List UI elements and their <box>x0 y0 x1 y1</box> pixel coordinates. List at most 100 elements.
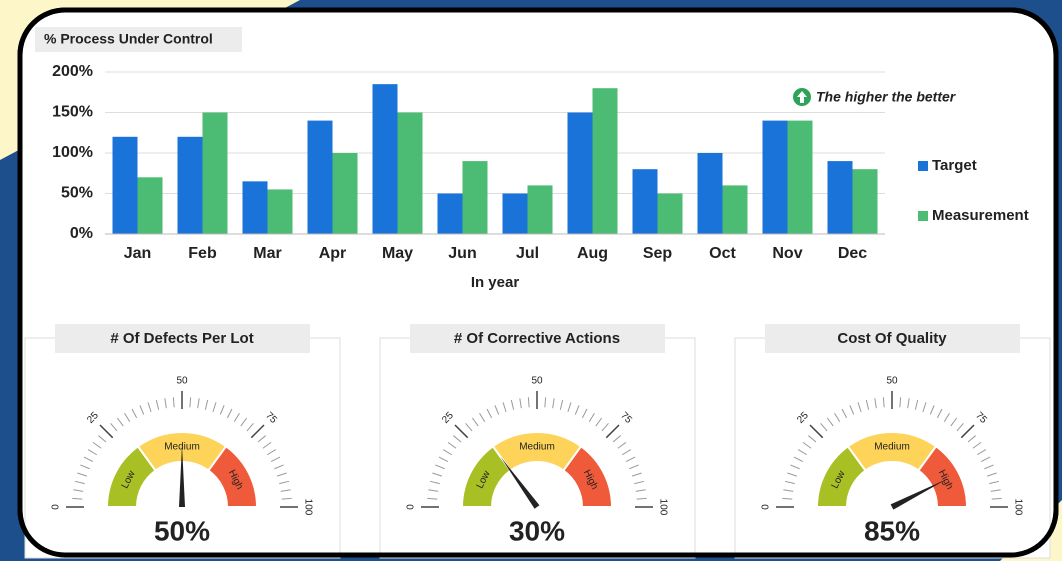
minor-tick <box>204 399 209 410</box>
minor-tick <box>246 423 254 432</box>
minor-tick <box>240 417 248 427</box>
legend-label: Target <box>932 157 977 174</box>
minor-tick <box>588 412 595 422</box>
bar <box>437 193 463 234</box>
bar <box>632 169 658 234</box>
minor-tick <box>882 397 885 408</box>
bar <box>827 161 853 234</box>
gauge-value: 50% <box>154 515 210 546</box>
minor-tick <box>77 472 88 477</box>
minor-tick <box>435 464 445 470</box>
minor-tick <box>865 399 870 410</box>
gauge-value: 30% <box>509 515 565 546</box>
minor-tick <box>972 441 982 449</box>
x-tick-label: Jul <box>516 245 539 262</box>
bar <box>592 88 618 234</box>
bar <box>112 136 138 234</box>
minor-tick <box>116 417 124 427</box>
minor-tick <box>270 456 281 463</box>
minor-tick <box>453 435 462 443</box>
minor-tick <box>808 435 817 443</box>
minor-tick <box>164 398 167 409</box>
tick-mark <box>809 424 824 439</box>
x-tick-label: Jan <box>124 245 152 262</box>
tick-mark <box>605 424 620 439</box>
minor-tick <box>617 441 627 449</box>
minor-tick <box>110 423 118 432</box>
bar <box>462 161 488 234</box>
minor-tick <box>274 464 284 470</box>
minor-tick <box>782 497 793 500</box>
gauge-title-box <box>55 324 310 353</box>
bar <box>372 84 398 235</box>
minor-tick <box>790 464 800 470</box>
gauge-tick-label: 50 <box>531 376 543 387</box>
minor-tick <box>984 464 994 470</box>
minor-tick <box>80 464 90 470</box>
minor-tick <box>636 497 647 500</box>
minor-tick <box>787 472 798 477</box>
minor-tick <box>601 423 609 432</box>
minor-tick <box>429 480 440 485</box>
minor-tick <box>793 456 804 463</box>
minor-tick <box>281 497 292 500</box>
bar <box>697 153 723 234</box>
minor-tick <box>219 405 225 415</box>
minor-tick <box>977 449 987 456</box>
x-tick-label: Oct <box>709 245 736 262</box>
minor-tick <box>784 480 795 485</box>
x-tick-label: May <box>382 245 413 262</box>
minor-tick <box>276 472 287 477</box>
bar <box>307 120 333 234</box>
minor-tick <box>914 399 919 410</box>
minor-tick <box>226 408 233 419</box>
minor-tick <box>447 441 457 449</box>
minor-tick <box>559 399 564 410</box>
minor-tick <box>802 441 812 449</box>
minor-tick <box>74 480 85 485</box>
minor-tick <box>280 489 291 492</box>
minor-tick <box>442 449 452 456</box>
gauge-tick-label: 100 <box>657 499 668 516</box>
gauge-title: Cost Of Quality <box>837 330 947 347</box>
band-label: Medium <box>874 442 910 453</box>
arrow-icon <box>797 91 807 103</box>
minor-tick <box>635 489 646 492</box>
tick-mark <box>250 424 265 439</box>
minor-tick <box>783 489 794 492</box>
minor-tick <box>849 405 855 415</box>
gauge-tick-label: 0 <box>51 504 62 510</box>
minor-tick <box>567 402 572 413</box>
x-tick-label: Nov <box>772 245 802 262</box>
bar <box>332 153 358 234</box>
x-tick-label: Jun <box>448 245 476 262</box>
minor-tick <box>212 402 217 413</box>
gauge-title: # Of Defects Per Lot <box>110 330 253 347</box>
gauge-title: # Of Corrective Actions <box>454 330 620 347</box>
minor-tick <box>629 464 639 470</box>
needle <box>179 445 185 507</box>
gauge-tick-label: 100 <box>302 499 313 516</box>
tick-mark <box>454 424 469 439</box>
bar <box>267 189 293 234</box>
bar <box>762 120 788 234</box>
minor-tick <box>438 456 449 463</box>
minor-tick <box>428 489 439 492</box>
minor-tick <box>991 497 1002 500</box>
gauge-title-box <box>410 324 665 353</box>
gauge-band <box>917 444 969 508</box>
minor-tick <box>625 456 636 463</box>
minor-tick <box>943 412 950 422</box>
bar <box>852 169 878 234</box>
minor-tick <box>527 397 530 408</box>
minor-tick <box>980 456 991 463</box>
minor-tick <box>92 441 102 449</box>
minor-tick <box>956 423 964 432</box>
minor-tick <box>841 408 848 419</box>
minor-tick <box>510 399 515 410</box>
chart-title: % Process Under Control <box>44 31 213 47</box>
bar <box>177 136 203 234</box>
minor-tick <box>612 435 621 443</box>
minor-tick <box>967 435 976 443</box>
